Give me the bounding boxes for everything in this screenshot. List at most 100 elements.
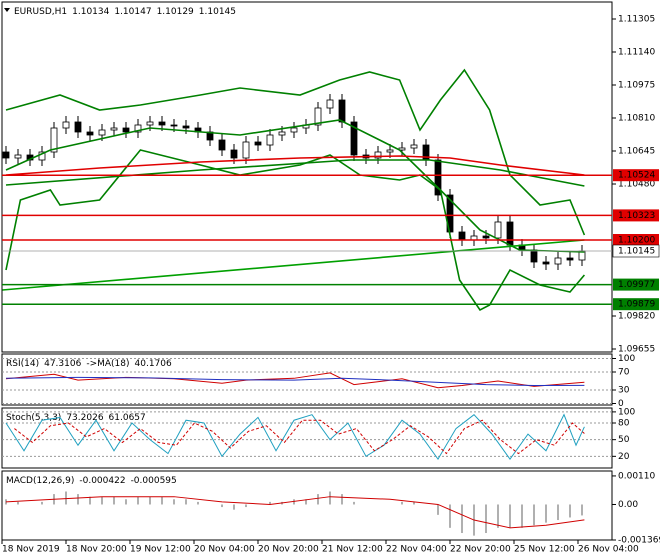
histogram-bar bbox=[269, 501, 271, 505]
level-tag bbox=[613, 298, 659, 311]
histogram-bar bbox=[149, 496, 151, 505]
y-tick-label: 80 bbox=[618, 419, 630, 429]
histogram-bar bbox=[197, 501, 199, 505]
candle-body bbox=[314, 107, 322, 126]
candle-body bbox=[182, 125, 190, 129]
plot-area bbox=[5, 491, 585, 536]
candle-body bbox=[98, 129, 106, 136]
candle-body bbox=[374, 151, 382, 159]
candle-body bbox=[146, 121, 154, 126]
level-label: 1.09977 bbox=[618, 280, 655, 290]
current-price-tag bbox=[612, 244, 660, 258]
histogram-bar bbox=[41, 501, 43, 505]
candle-body bbox=[74, 121, 82, 133]
level-tag bbox=[613, 209, 659, 222]
candle-body bbox=[170, 124, 178, 127]
header-item: 1.10129 bbox=[157, 7, 194, 17]
level-label: 1.09879 bbox=[618, 300, 655, 310]
candle-body bbox=[62, 121, 70, 129]
histogram-bar bbox=[137, 496, 139, 505]
histogram-bar bbox=[545, 504, 547, 523]
y-tick-label: 1.10975 bbox=[618, 81, 655, 91]
candle-body bbox=[254, 141, 262, 146]
histogram-bar bbox=[401, 501, 403, 505]
histogram-bar bbox=[17, 501, 19, 505]
indicator-line bbox=[5, 376, 585, 387]
panel-header: RSI(14) 47.3106 ->MA(18) 40.1706 bbox=[6, 359, 172, 369]
candle-body bbox=[410, 144, 418, 149]
indicator-line bbox=[2, 239, 585, 291]
y-tick-label: 0.00110 bbox=[618, 471, 655, 481]
header-item: MACD(12,26,9) bbox=[6, 476, 74, 486]
panel-frame bbox=[1, 353, 613, 406]
candle-body bbox=[134, 124, 142, 133]
y-tick-label: 1.11140 bbox=[618, 48, 655, 58]
histogram-bar bbox=[521, 504, 523, 528]
candle-body bbox=[566, 257, 574, 261]
histogram-bar bbox=[413, 501, 415, 505]
y-tick-label: 100 bbox=[618, 407, 635, 417]
indicator-line bbox=[5, 155, 585, 176]
indicator-line bbox=[5, 159, 585, 187]
header-item: 47.3106 bbox=[44, 359, 81, 369]
histogram-bar bbox=[89, 496, 91, 505]
histogram-bar bbox=[557, 504, 559, 521]
level-tag bbox=[613, 234, 659, 246]
header-item: 1.10145 bbox=[199, 7, 236, 17]
histogram-bar bbox=[581, 504, 583, 516]
candle-body bbox=[482, 235, 490, 239]
level-tag bbox=[613, 278, 659, 291]
panel-frame bbox=[1, 407, 613, 469]
header-item: 40.1706 bbox=[135, 359, 172, 369]
indicator-line bbox=[14, 419, 585, 455]
time-label: 18 Nov 2019 bbox=[2, 545, 60, 555]
header-item: ->MA(18) bbox=[86, 359, 129, 369]
histogram-bar bbox=[113, 496, 115, 505]
histogram-bar bbox=[293, 499, 295, 505]
candle-body bbox=[338, 99, 346, 123]
level-label: 1.10524 bbox=[618, 171, 655, 181]
candle-body bbox=[2, 151, 10, 159]
histogram-bar bbox=[461, 504, 463, 534]
header-item: -0.000422 bbox=[79, 476, 125, 486]
panel-header: Stoch(5,3,3) 73.2026 61.0657 bbox=[6, 413, 146, 423]
histogram-bar bbox=[305, 499, 307, 505]
y-tick-label: 20 bbox=[618, 452, 630, 462]
histogram-bar bbox=[101, 496, 103, 505]
histogram-bar bbox=[185, 499, 187, 505]
histogram-bar bbox=[485, 504, 487, 534]
candle-body bbox=[218, 139, 226, 151]
header-item: Stoch(5,3,3) bbox=[6, 413, 61, 423]
time-label: 21 Nov 12:00 bbox=[322, 545, 383, 555]
time-label: 20 Nov 20:00 bbox=[258, 545, 319, 555]
histogram-bar bbox=[509, 504, 511, 528]
y-tick-label: 1.10480 bbox=[618, 180, 655, 190]
level-label: 1.10200 bbox=[618, 236, 655, 246]
time-label: 26 Nov 04:00 bbox=[578, 545, 639, 555]
candle-body bbox=[458, 231, 466, 241]
y-tick-label: 30 bbox=[618, 386, 630, 396]
header-item: RSI(14) bbox=[6, 359, 39, 369]
candle-body bbox=[242, 141, 250, 159]
candle-body bbox=[110, 127, 118, 131]
panel-frame bbox=[1, 1, 613, 353]
histogram-bar bbox=[497, 504, 499, 528]
header-item: 1.10134 bbox=[72, 7, 109, 17]
candle-body bbox=[554, 257, 562, 265]
histogram-bar bbox=[437, 504, 439, 515]
current-price-label: 1.10145 bbox=[618, 247, 655, 257]
y-tick-label: 100 bbox=[618, 354, 635, 364]
indicator-line bbox=[5, 496, 585, 529]
time-label: 19 Nov 12:00 bbox=[130, 545, 191, 555]
y-tick-label: 0 bbox=[618, 399, 624, 409]
y-tick-label: 70 bbox=[618, 368, 630, 378]
candle-body bbox=[278, 131, 286, 136]
candle-body bbox=[530, 249, 538, 263]
histogram-bar bbox=[353, 501, 355, 505]
histogram-bar bbox=[233, 504, 235, 510]
panel-header: EURUSD,H1 1.10134 1.10147 1.10129 1.10145 bbox=[14, 7, 236, 17]
y-tick-label: -0.001369 bbox=[618, 536, 660, 546]
header-item: 1.10147 bbox=[114, 7, 151, 17]
histogram-bar bbox=[173, 499, 175, 505]
